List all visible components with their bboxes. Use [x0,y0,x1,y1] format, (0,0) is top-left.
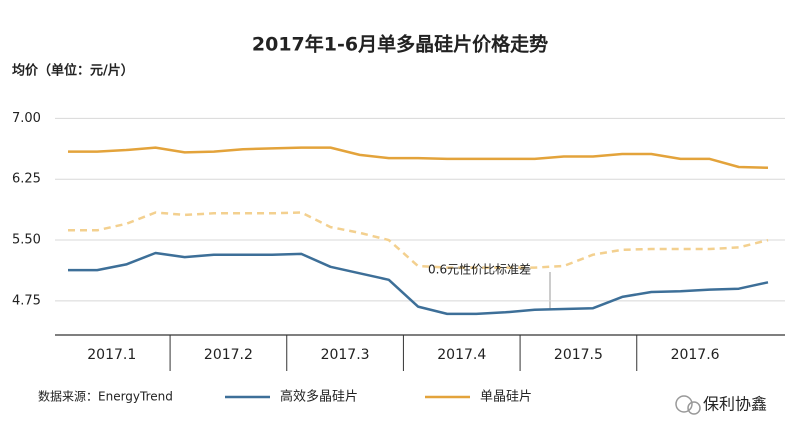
x-tick-label: 2017.5 [554,347,603,363]
y-tick-label: 5.50 [12,233,41,248]
x-tick-label: 2017.6 [671,347,720,363]
legend-label: 单晶硅片 [480,390,532,405]
watermark: 保利协鑫 [703,395,767,414]
y-tick-label: 6.25 [12,172,41,187]
y-axis-label: 均价（单位：元/片） [12,63,134,79]
x-tick-label: 2017.2 [204,347,253,363]
series-line [68,251,769,316]
series-line [68,211,769,269]
x-tick-label: 2017.1 [87,347,136,363]
series-line [68,146,769,170]
legend-label: 高效多晶硅片 [280,389,358,405]
x-tick-label: 2017.4 [437,347,486,363]
source: 数据来源：EnergyTrend [38,389,173,404]
annotation: 0.6元性价比标准差 [428,263,531,277]
watermark-icon [675,395,701,415]
chart-title: 2017年1-6月单多晶硅片价格走势 [252,33,548,56]
y-tick-label: 7.00 [12,111,41,126]
y-tick-label: 4.75 [12,293,41,308]
x-tick-label: 2017.3 [321,347,370,363]
